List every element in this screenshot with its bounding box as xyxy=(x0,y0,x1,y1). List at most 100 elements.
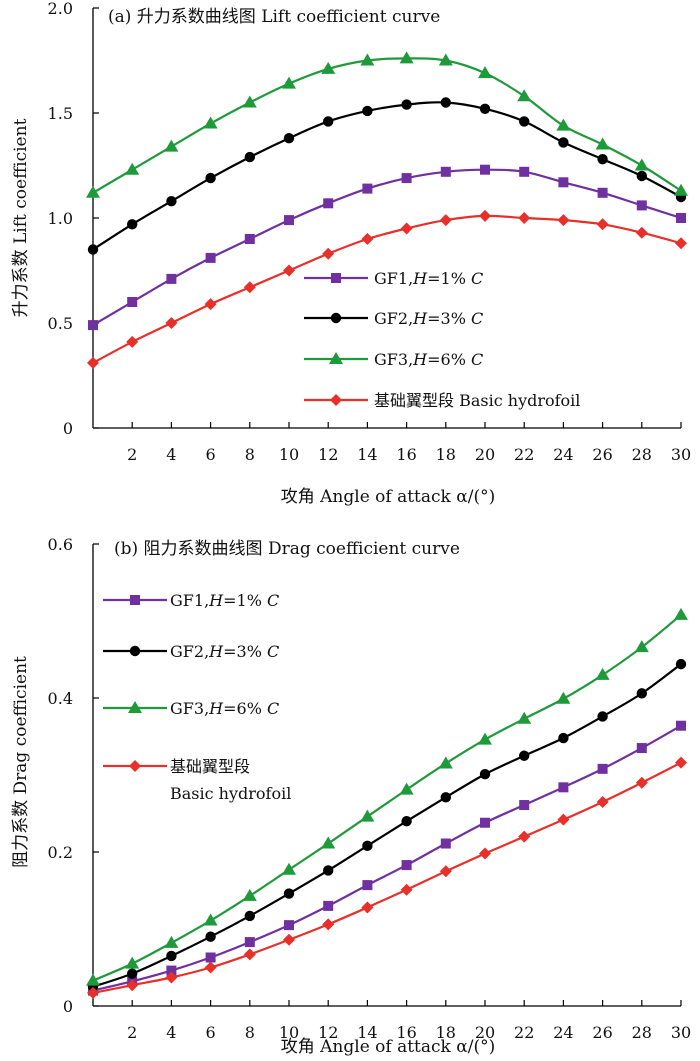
a-series-1-point xyxy=(205,252,216,263)
b-x-tick-label: 8 xyxy=(245,1023,255,1042)
lift-coefficient-chart: (a) 升力系数曲线图 Lift coefficient curve 攻角 An… xyxy=(11,0,691,507)
b-series-1-point xyxy=(676,720,686,731)
b-x-tick-label: 16 xyxy=(396,1023,416,1042)
a-series-2-point xyxy=(87,244,99,255)
a-series-1-point xyxy=(362,183,373,194)
a-series-3-point xyxy=(556,118,571,131)
a-series-2-point xyxy=(636,170,647,182)
a-series-4-point xyxy=(635,226,648,239)
lift-axes: 00.51.01.52.02 4 6 8 10 12 14 16 18 20 22 24 26 28 30 xyxy=(48,0,692,464)
a-series-3-point xyxy=(595,137,610,150)
b-series-3-point xyxy=(164,935,179,948)
b-series-3-point xyxy=(282,862,296,875)
a-x-tick-label: 28 xyxy=(632,445,652,464)
a-series-1-point xyxy=(88,320,98,331)
b-legend-label-3-part: GF3, xyxy=(170,699,209,718)
b-series-1-point xyxy=(323,900,334,911)
b-series-4-point xyxy=(439,865,452,878)
b-series-3-point xyxy=(125,956,140,969)
a-series-2-point xyxy=(166,196,177,207)
a-legend-label-3-part: =6% xyxy=(427,350,471,369)
b-y-tick-label: 0 xyxy=(63,997,73,1016)
a-x-tick-label: 2 xyxy=(127,445,137,464)
b-series-2-point xyxy=(362,840,373,852)
a-legend-label-2-part: H xyxy=(412,309,428,328)
b-legend-marker-2 xyxy=(129,645,141,657)
a-series-2-point xyxy=(362,105,373,117)
b-series-2-point xyxy=(558,732,569,744)
a-series-4-point xyxy=(518,212,531,224)
b-series-4-point xyxy=(596,795,609,808)
b-y-tick-label: 0.4 xyxy=(48,689,73,708)
b-series-3-point xyxy=(674,607,688,620)
b-series-4-point xyxy=(243,948,256,961)
b-series-1-point xyxy=(597,763,608,774)
b-series-4-point xyxy=(361,901,374,914)
a-series-line-2 xyxy=(92,101,682,251)
b-legend-label-1-part: GF1, xyxy=(170,591,209,610)
b-series-4-point xyxy=(165,971,178,984)
lift-x-axis-label: 攻角 Angle of attack α/(°) xyxy=(281,487,495,507)
a-series-4-point xyxy=(361,233,374,245)
b-series-2-point xyxy=(675,658,687,670)
a-series-1-point xyxy=(401,173,412,184)
b-x-tick-label: 6 xyxy=(206,1023,216,1042)
b-legend-label-5-part: Basic hydrofoil xyxy=(170,784,291,803)
a-y-tick-label: 2.0 xyxy=(48,0,73,18)
a-series-4-point xyxy=(479,209,491,222)
a-series-2-point xyxy=(283,133,295,144)
drag-x-axis-label: 攻角 Angle of attack α/(°) xyxy=(281,1037,495,1057)
drag-series xyxy=(86,607,688,999)
b-legend-label-3-part: =6% xyxy=(223,699,267,718)
a-series-2-point xyxy=(205,172,216,184)
a-series-3-point xyxy=(478,66,492,79)
a-legend-label-2-part: =3% xyxy=(427,309,471,328)
a-series-4-point xyxy=(204,298,217,311)
a-series-1-point xyxy=(127,297,138,307)
b-legend-label-3: GF3,H=6% C xyxy=(170,699,279,718)
a-series-1-point xyxy=(480,164,490,175)
drag-y-axis-label: 阻力系数 Drag coefficient xyxy=(11,656,31,868)
a-series-3-point xyxy=(164,139,179,152)
a-series-1-point xyxy=(597,187,608,198)
a-series-3-point xyxy=(282,76,296,89)
b-series-2-point xyxy=(597,711,608,722)
b-series-1-point xyxy=(362,880,373,891)
a-series-3-point xyxy=(86,185,100,198)
a-x-tick-label: 20 xyxy=(475,445,495,464)
drag-axes: 00.20.40.62 4 6 8 10 12 14 16 18 20 22 24 26 28 30 xyxy=(48,535,692,1042)
b-x-tick-label: 20 xyxy=(475,1023,495,1042)
b-series-3-point xyxy=(438,756,453,769)
a-series-3-point xyxy=(674,183,688,196)
a-x-tick-label: 22 xyxy=(514,445,534,464)
b-series-1-point xyxy=(480,817,490,828)
a-series-4-point xyxy=(322,247,335,260)
a-x-tick-label: 14 xyxy=(357,445,377,464)
a-legend-label-2-part: C xyxy=(471,309,483,328)
b-series-3-point xyxy=(517,711,532,724)
a-legend-label-2-part: GF2, xyxy=(374,309,413,328)
a-legend-label-3-part: H xyxy=(412,350,428,369)
a-series-1-point xyxy=(323,198,334,209)
a-y-tick-label: 0.5 xyxy=(48,314,73,333)
a-series-3-point xyxy=(242,95,257,108)
b-series-4-point xyxy=(204,961,217,974)
a-series-1-point xyxy=(636,200,647,211)
a-series-4-point xyxy=(87,356,99,369)
a-series-3-point xyxy=(203,116,218,129)
a-series-1-point xyxy=(440,166,451,177)
lift-y-axis-label: 升力系数 Lift coefficient xyxy=(11,118,31,317)
a-legend-label-1-part: GF1, xyxy=(374,269,413,288)
a-series-1-point xyxy=(284,215,294,226)
b-series-2-point xyxy=(479,769,491,780)
b-legend-marker-3 xyxy=(128,701,142,713)
b-series-line-3 xyxy=(92,613,682,982)
a-legend-marker-4 xyxy=(330,394,342,406)
a-legend-label-3-part: C xyxy=(471,350,483,369)
a-series-4-point xyxy=(126,335,139,348)
a-series-3-point xyxy=(438,53,453,66)
b-series-3-point xyxy=(321,836,336,849)
b-legend-label-1-part: C xyxy=(267,591,279,610)
